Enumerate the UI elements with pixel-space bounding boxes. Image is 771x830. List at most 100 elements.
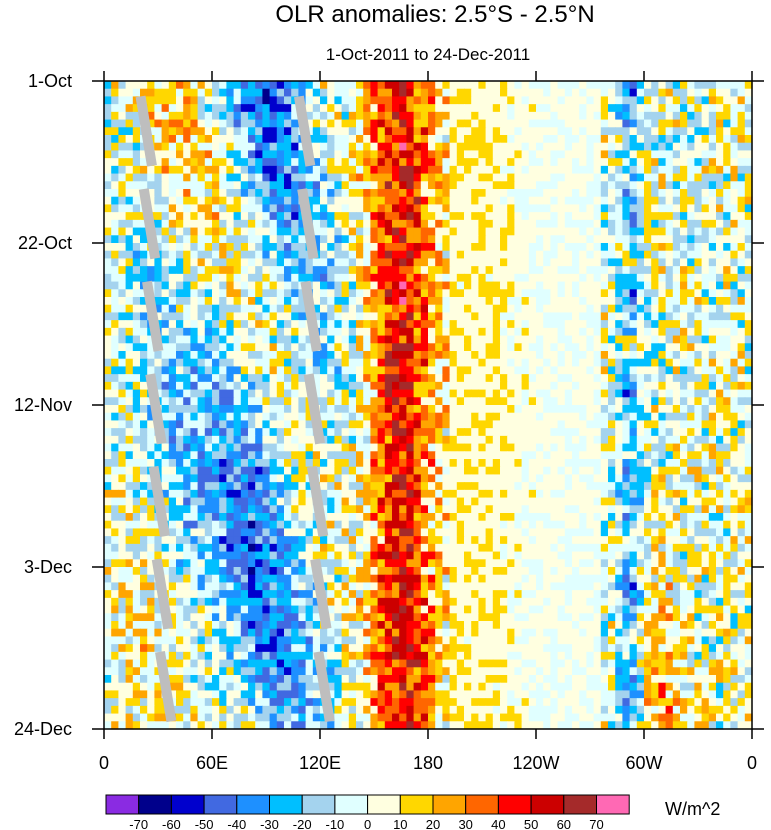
heat-cell [305,81,314,90]
heat-cell [680,165,688,175]
heat-cell [168,88,177,98]
heat-cell [680,189,688,198]
heat-cell [197,405,206,414]
heat-cell [456,96,465,105]
heat-cell [370,289,379,298]
heat-cell [730,227,739,236]
heat-cell [104,343,112,352]
heat-cell [176,366,184,375]
heat-cell [348,474,357,483]
heat-cell [363,150,371,159]
heat-cell [608,243,616,252]
heat-cell [500,150,508,159]
heat-cell [629,219,638,229]
heat-cell [348,227,357,236]
heat-cell [197,327,206,337]
heat-cell [327,127,335,136]
heat-cell [161,119,170,128]
heat-cell [629,497,638,506]
heat-cell [125,312,134,321]
heat-cell [240,381,249,391]
heat-cell [615,158,623,167]
heat-cell [190,443,199,452]
heat-cell [298,327,307,337]
heat-cell [658,428,667,437]
heat-cell [363,243,371,252]
heat-cell [536,366,544,375]
heat-cell [478,351,487,360]
heat-cell [104,466,112,476]
heat-cell [608,111,616,121]
heat-cell [478,289,487,298]
heat-cell [147,358,155,368]
heat-cell [147,351,155,360]
heat-cell [644,227,652,236]
heat-cell [615,165,623,175]
heat-cell [644,327,652,337]
heat-cell [600,451,609,460]
heat-cell [334,227,343,236]
heat-cell [500,281,508,290]
heat-cell [132,482,141,491]
heat-cell [327,104,335,113]
heat-cell [658,273,667,283]
heat-cell [406,381,415,391]
heat-cell [744,111,753,121]
heat-cell [730,366,739,375]
heat-cell [140,497,148,506]
heat-cell [500,474,508,483]
heat-cell [161,459,170,468]
heat-cell [600,243,609,252]
heat-cell [572,189,580,198]
heat-cell [600,189,609,198]
heat-cell [694,459,703,468]
heat-cell [269,181,278,190]
heat-cell [485,435,494,445]
heat-cell [615,88,623,98]
heat-cell [737,459,746,468]
heat-cell [212,273,220,283]
heat-cell [176,443,184,452]
heat-cell [564,351,573,360]
heat-cell [298,181,307,190]
heat-cell [644,212,652,221]
heat-cell [233,397,242,406]
heat-cell [564,189,573,198]
heat-cell [233,219,242,229]
heat-cell [586,420,595,429]
heat-cell [176,181,184,190]
heat-cell [334,88,343,98]
heat-cell [730,88,739,98]
heat-cell [320,366,328,375]
heat-cell [356,173,364,182]
heat-cell [672,420,681,429]
heat-cell [147,111,155,121]
heat-cell [485,281,494,290]
heat-cell [363,366,371,375]
heat-cell [190,428,199,437]
heat-cell [456,81,465,90]
heat-cell [579,381,587,391]
heat-cell [449,135,458,144]
heat-cell [255,327,263,337]
heat-cell [708,281,717,290]
heat-cell [334,158,343,167]
heat-cell [406,320,415,329]
heat-cell [168,451,177,460]
heat-cell [464,104,472,113]
heat-cell [629,150,638,159]
heat-cell [197,173,206,182]
heat-cell [507,142,515,152]
heat-cell [125,142,134,152]
heat-cell [233,181,242,190]
heat-cell [471,204,479,213]
heat-cell [190,150,199,159]
heat-cell [269,281,278,290]
heat-cell [356,81,364,90]
heat-cell [701,428,710,437]
heat-cell [233,165,242,175]
heat-cell [622,381,631,391]
heat-cell [485,212,494,221]
heat-cell [572,412,580,422]
heat-cell [190,204,199,213]
